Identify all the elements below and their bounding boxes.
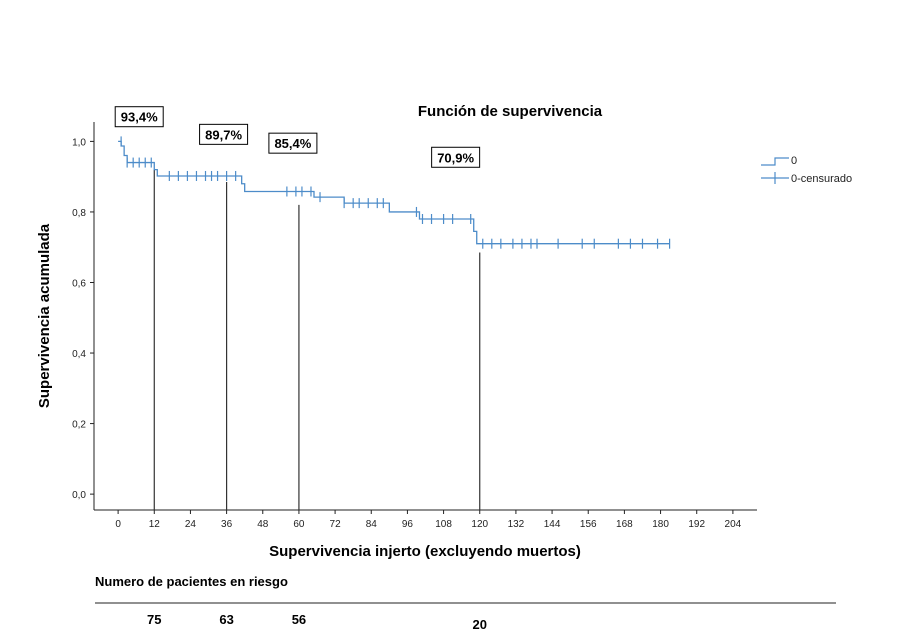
x-tick-label: 60 bbox=[293, 519, 305, 530]
chart-title: Función de supervivencia bbox=[418, 103, 603, 120]
annotation-label: 93,4% bbox=[121, 110, 158, 125]
annotation-box bbox=[268, 132, 318, 154]
x-axis-ticks: 0 12 24 36 48 60 72 84 96 108 120 132 144 156 168 180 19… bbox=[115, 510, 742, 530]
x-tick-label: 24 bbox=[185, 519, 197, 530]
x-tick-label: 144 bbox=[544, 519, 561, 530]
x-tick-label: 12 bbox=[149, 519, 161, 530]
x-tick-label: 96 bbox=[402, 519, 414, 530]
x-tick-label: 204 bbox=[725, 519, 742, 530]
risk-table: Numero de pacientes en riesgo 75 63 56 20 bbox=[95, 574, 836, 632]
annotation-box bbox=[114, 106, 164, 128]
survival-curve bbox=[118, 136, 671, 249]
x-tick-label: 120 bbox=[471, 519, 488, 530]
annotation-label: 70,9% bbox=[437, 150, 474, 165]
legend: 0 0-censurado bbox=[761, 155, 852, 185]
x-axis-label: Supervivencia injerto (excluyendo muerto… bbox=[269, 543, 581, 560]
x-tick-label: 72 bbox=[330, 519, 342, 530]
reference-lines bbox=[153, 169, 481, 510]
x-tick-label: 108 bbox=[435, 519, 452, 530]
x-tick-label: 156 bbox=[580, 519, 597, 530]
y-tick-label: 0,0 bbox=[72, 490, 86, 501]
risk-table-value: 56 bbox=[292, 612, 306, 627]
annotation-label: 89,7% bbox=[205, 127, 242, 142]
y-tick-label: 0,6 bbox=[72, 278, 86, 289]
x-tick-label: 48 bbox=[257, 519, 269, 530]
annotation-label: 85,4% bbox=[274, 136, 311, 151]
annotation-box bbox=[199, 123, 249, 145]
y-tick-label: 0,8 bbox=[72, 208, 86, 219]
x-tick-label: 192 bbox=[688, 519, 705, 530]
legend-step-symbol bbox=[761, 157, 789, 166]
legend-label-censored: 0-censurado bbox=[791, 173, 852, 185]
x-tick-label: 36 bbox=[221, 519, 233, 530]
plot-area bbox=[93, 122, 757, 511]
risk-table-value: 63 bbox=[219, 612, 233, 627]
percent-annotation: 93,4% bbox=[114, 106, 164, 128]
percent-annotation: 85,4% bbox=[268, 132, 318, 154]
annotation-box bbox=[431, 146, 481, 168]
x-tick-label: 168 bbox=[616, 519, 633, 530]
percent-annotation: 89,7% bbox=[199, 123, 249, 145]
legend-label-series: 0 bbox=[791, 155, 797, 167]
y-tick-label: 0,2 bbox=[72, 420, 86, 431]
y-axis-ticks: 0,0 0,2 0,4 0,6 0,8 1,0 bbox=[72, 137, 94, 501]
x-tick-label: 0 bbox=[115, 519, 121, 530]
percent-annotation: 70,9% bbox=[431, 146, 481, 168]
risk-table-title: Numero de pacientes en riesgo bbox=[95, 574, 288, 589]
y-tick-label: 0,4 bbox=[72, 349, 86, 360]
risk-table-value: 75 bbox=[147, 612, 161, 627]
percent-annotations: 93,4% 89,7% 85,4% 70,9% bbox=[114, 106, 481, 168]
risk-table-value: 20 bbox=[473, 617, 487, 632]
x-tick-label: 84 bbox=[366, 519, 378, 530]
y-tick-label: 1,0 bbox=[72, 137, 86, 148]
x-tick-label: 180 bbox=[652, 519, 669, 530]
y-axis-label: Supervivencia acumulada bbox=[36, 223, 53, 408]
survival-step-line bbox=[118, 140, 670, 245]
x-tick-label: 132 bbox=[508, 519, 525, 530]
